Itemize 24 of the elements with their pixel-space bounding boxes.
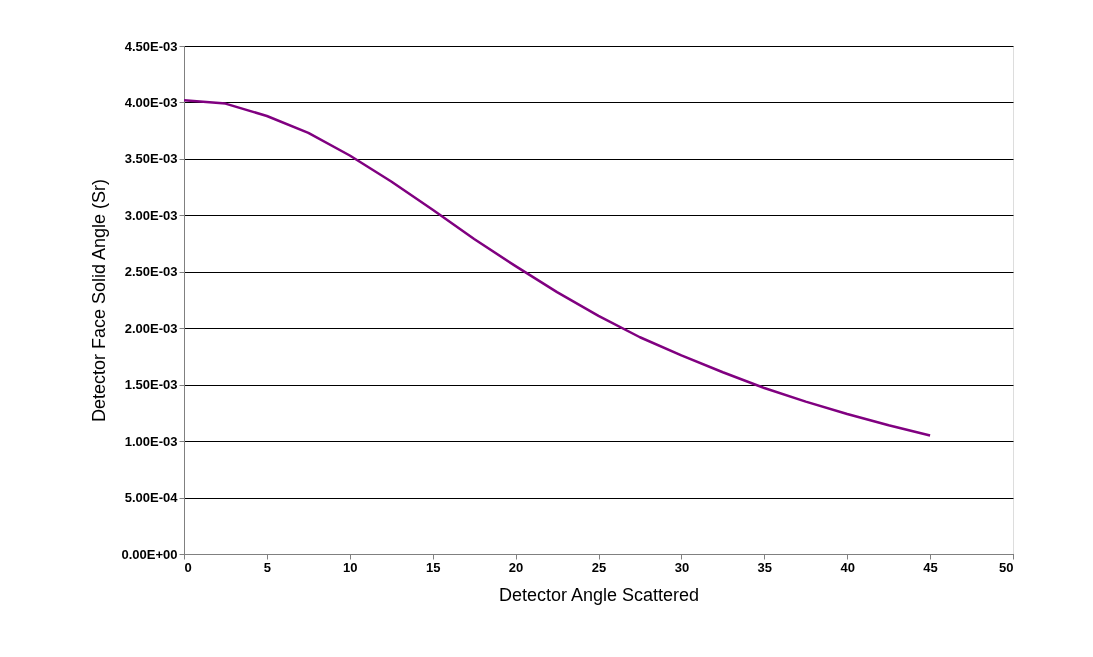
y-tick-label: 4.50E-03 [124,38,178,54]
y-tick-label: 2.00E-03 [124,320,178,336]
y-tick-label: 1.50E-03 [124,377,178,393]
y-tick-label: 3.00E-03 [124,207,178,223]
y-tick-label: 3.50E-03 [124,151,178,167]
x-tick-label: 45 [923,559,938,575]
y-tick-label: 0.00E+00 [121,546,178,562]
x-tick-label: 10 [343,559,358,575]
x-tick-label: 20 [508,559,524,575]
x-tick-label: 0 [184,559,192,575]
x-tick-label: 50 [999,559,1014,575]
y-tick-label: 4.00E-03 [124,94,178,110]
x-tick-label: 35 [757,559,773,575]
y-tick-label: 5.00E-04 [124,490,179,506]
x-tick-label: 15 [425,559,441,575]
y-axis-title: Detector Face Solid Angle (Sr) [89,178,110,423]
x-axis-title: Detector Angle Scattered [498,584,700,605]
x-tick-label: 30 [674,559,690,575]
y-tick-label: 2.50E-03 [124,264,178,280]
x-tick-label: 5 [263,559,272,575]
x-tick-label: 40 [840,559,855,575]
x-tick-label: 25 [591,559,607,575]
y-tick-label: 1.00E-03 [124,433,178,449]
line-series [182,98,932,437]
